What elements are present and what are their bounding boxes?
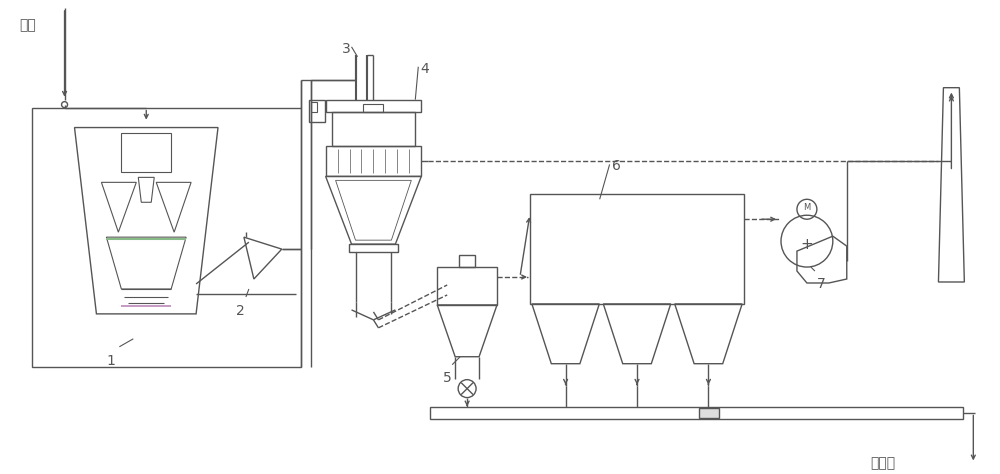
Text: 1: 1: [106, 354, 115, 368]
Bar: [363, 104, 383, 111]
Bar: [332, 111, 415, 146]
Text: 6: 6: [612, 159, 620, 173]
Bar: [699, 408, 719, 418]
Text: 4: 4: [420, 62, 429, 76]
Bar: [430, 407, 963, 419]
Text: 5: 5: [443, 371, 452, 385]
Text: 3: 3: [342, 42, 351, 56]
Text: 7: 7: [817, 277, 826, 291]
Bar: [32, 108, 301, 367]
Text: 成品库: 成品库: [871, 456, 896, 470]
Bar: [326, 100, 421, 111]
Bar: [121, 133, 171, 173]
Bar: [349, 244, 398, 252]
Text: M: M: [803, 203, 811, 212]
Text: 2: 2: [236, 304, 245, 318]
Bar: [530, 194, 744, 304]
Bar: [326, 146, 421, 176]
Bar: [309, 100, 325, 121]
Text: 入料: 入料: [20, 18, 36, 32]
Bar: [311, 101, 317, 111]
Bar: [437, 267, 497, 305]
Text: +: +: [801, 237, 813, 252]
Bar: [459, 255, 475, 267]
